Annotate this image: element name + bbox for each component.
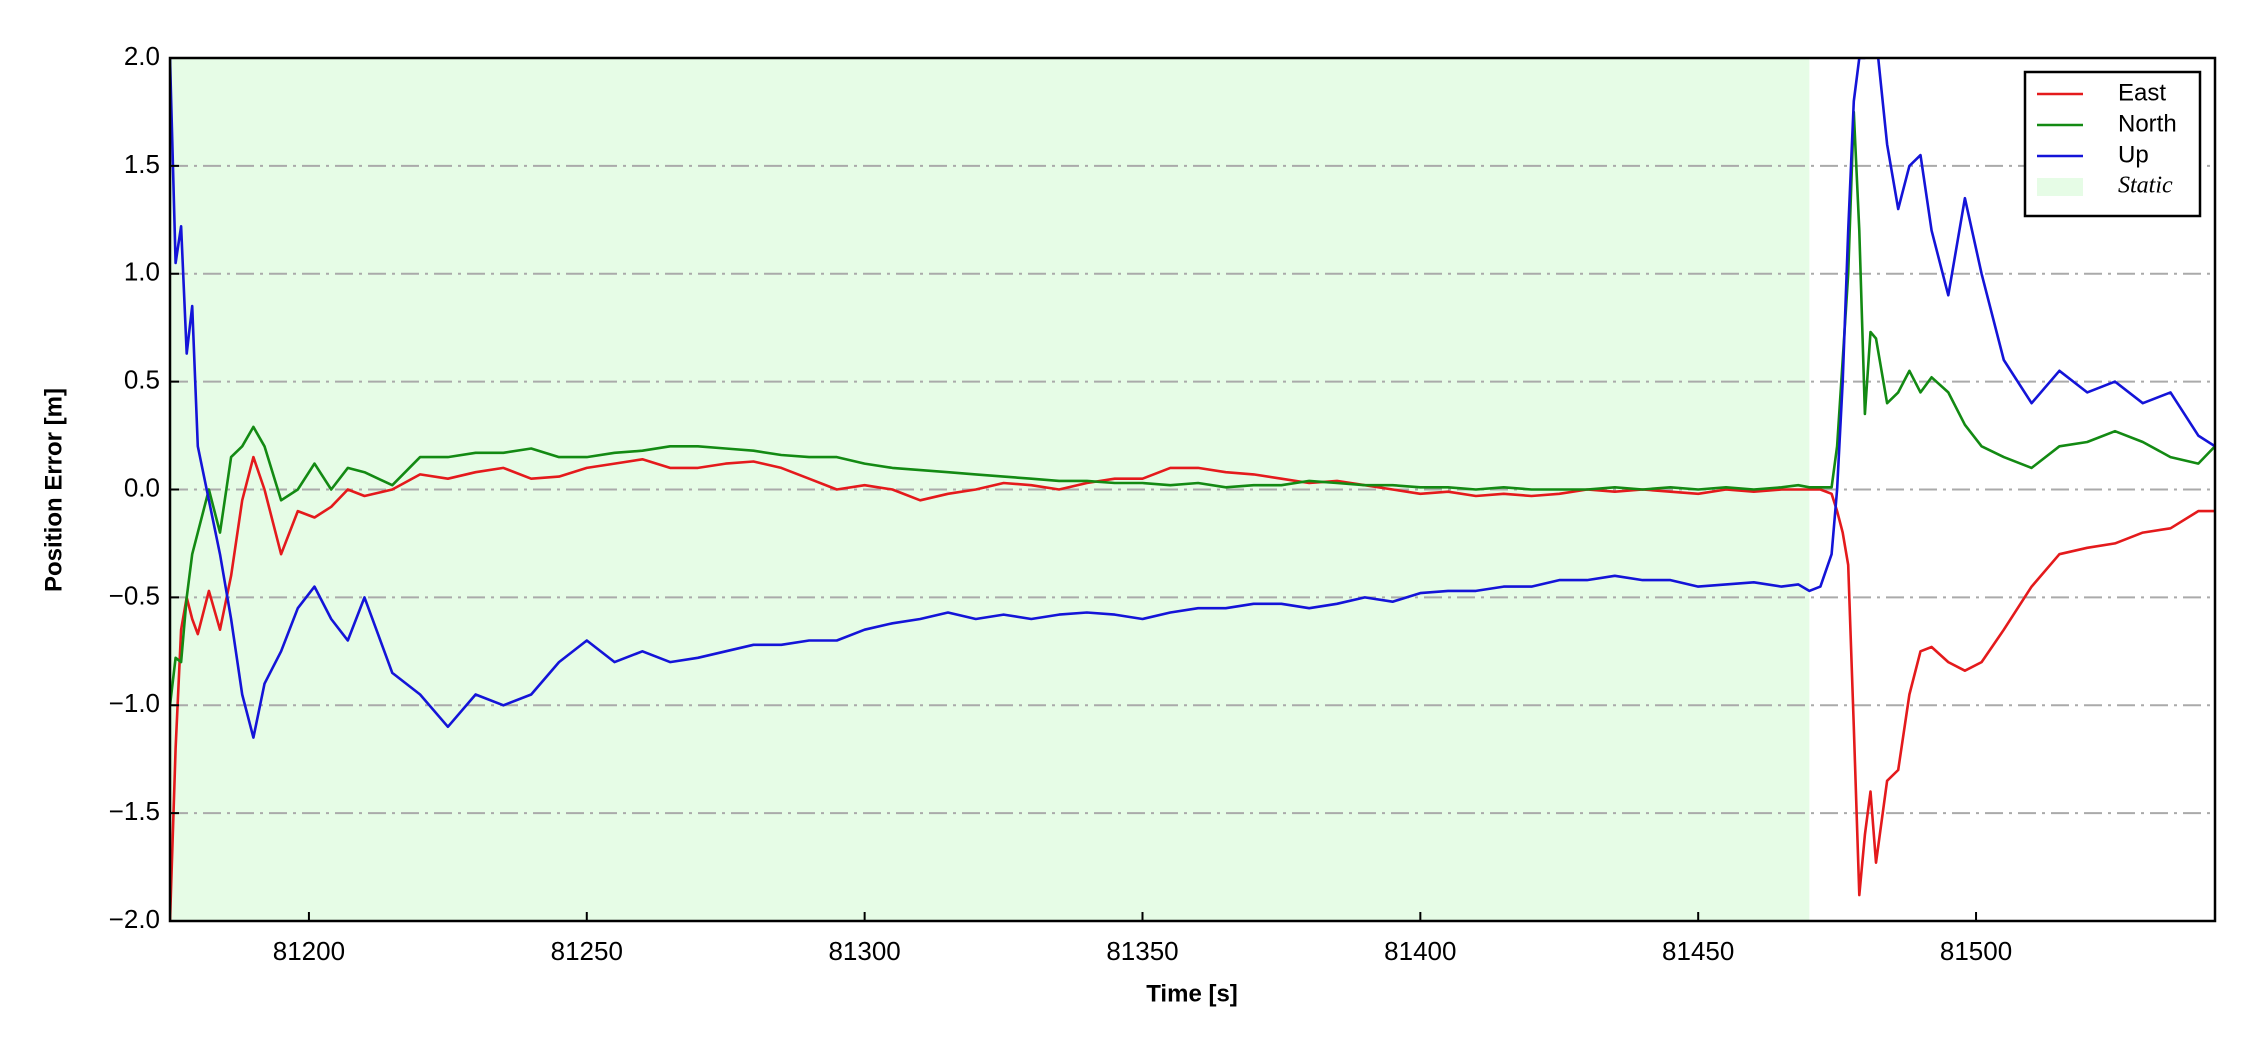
y-tick-label: 1.5 (124, 149, 160, 179)
x-tick-label: 81450 (1662, 936, 1734, 966)
x-tick-label: 81400 (1384, 936, 1456, 966)
y-tick-label: −1.0 (109, 688, 160, 718)
x-tick-label: 81300 (828, 936, 900, 966)
legend-label: North (2118, 110, 2177, 137)
y-tick-label: 0.5 (124, 365, 160, 395)
x-tick-label: 81250 (551, 936, 623, 966)
series-line (170, 58, 2215, 739)
legend: East North Up Static (2023, 70, 2202, 218)
legend-label: Up (2118, 141, 2149, 168)
series-line (170, 455, 2215, 921)
series-line (170, 110, 2215, 706)
x-axis-title: Time [s] (1146, 980, 1238, 1007)
legend-label: Static (2118, 173, 2173, 199)
y-tick-label: −0.5 (109, 580, 160, 610)
y-tick-label: −1.5 (109, 796, 160, 826)
axes: −2.0 −1.5 −1.0 −0.5 0.0 0.5 1.0 1.5 2.0 81200 8125… (109, 41, 2013, 966)
y-tick-label: −2.0 (109, 904, 160, 934)
plot-area (170, 58, 2215, 921)
legend-label: East (2118, 79, 2166, 106)
y-tick-label: 1.0 (124, 257, 160, 287)
y-tick-label: 2.0 (124, 41, 160, 71)
y-tick-label: 0.0 (124, 472, 160, 502)
legend-swatch (2037, 178, 2083, 196)
x-tick-label: 81200 (273, 936, 345, 966)
y-axis-title: Position Error [m] (40, 388, 67, 592)
x-tick-label: 81350 (1106, 936, 1178, 966)
x-tick-label: 81500 (1940, 936, 2012, 966)
